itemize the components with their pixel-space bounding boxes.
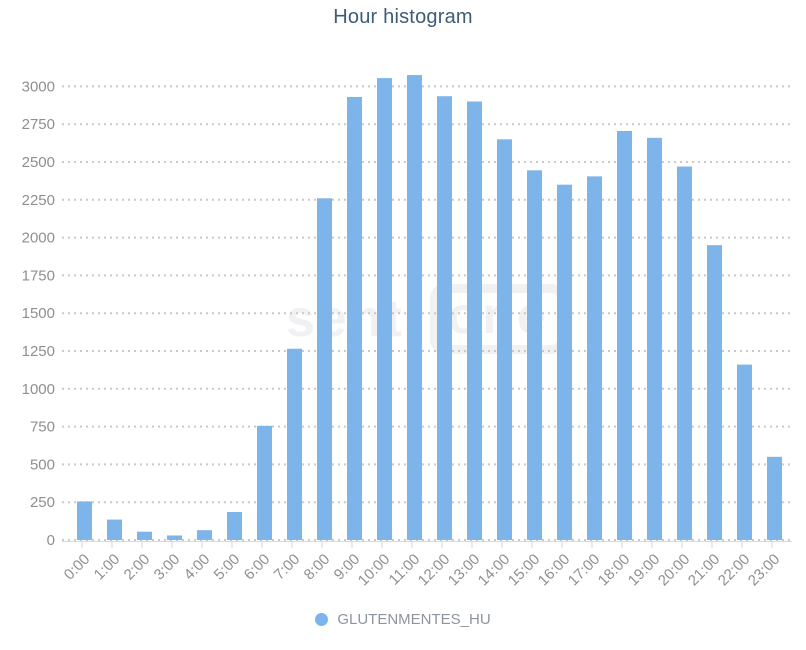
x-axis-label: 22:00 [715,551,754,590]
y-axis-label: 1750 [22,267,55,284]
y-axis-label: 2250 [22,192,55,209]
x-axis-label: 8:00 [301,551,334,584]
bar-16:00[interactable] [557,184,572,540]
x-axis-label: 7:00 [271,551,304,584]
bar-0:00[interactable] [77,501,92,540]
y-axis-label: 750 [30,419,55,436]
bar-20:00[interactable] [677,166,692,540]
x-axis-label: 12:00 [415,551,454,590]
bar-8:00[interactable] [317,198,332,540]
x-axis-label: 19:00 [625,551,664,590]
x-axis-label: 2:00 [121,551,154,584]
bar-2:00[interactable] [137,531,152,540]
y-axis-label: 1500 [22,305,55,322]
bar-15:00[interactable] [527,170,542,541]
chart-title: Hour histogram [333,6,473,28]
x-axis-label: 10:00 [355,551,394,590]
bar-12:00[interactable] [437,96,452,540]
x-axis-label: 15:00 [505,551,544,590]
y-axis-label: 1250 [22,343,55,360]
x-axis-label: 17:00 [565,551,604,590]
bar-17:00[interactable] [587,176,602,540]
x-axis-label: 21:00 [685,551,724,590]
y-axis-label: 250 [30,494,55,511]
x-axis-label: 23:00 [745,551,784,590]
legend-marker-icon [315,613,329,626]
bar-18:00[interactable] [617,131,632,540]
bar-23:00[interactable] [767,456,782,540]
bar-6:00[interactable] [257,425,272,540]
bar-5:00[interactable] [227,512,242,540]
bar-21:00[interactable] [707,245,722,540]
y-axis-label: 0 [47,532,55,549]
legend-item[interactable]: GLUTENMENTES_HU [0,611,806,628]
bar-14:00[interactable] [497,139,512,540]
bar-22:00[interactable] [737,364,752,540]
bar-10:00[interactable] [377,78,392,541]
bar-4:00[interactable] [197,530,212,540]
x-axis-label: 13:00 [445,551,484,590]
x-axis-label: 18:00 [595,551,634,590]
y-axis-label: 2500 [22,154,55,171]
bar-3:00[interactable] [167,535,182,540]
bar-13:00[interactable] [467,101,482,541]
bar-11:00[interactable] [407,75,422,540]
bar-9:00[interactable] [347,96,362,540]
x-axis-label: 20:00 [655,551,694,590]
y-axis-label: 500 [30,456,55,473]
y-axis-label: 2750 [22,116,55,133]
x-axis-label: 11:00 [386,551,424,589]
y-axis-label: 3000 [22,78,55,95]
x-axis-label: 0:00 [61,551,94,584]
y-axis-label: 2000 [22,230,55,247]
x-axis-label: 5:00 [211,551,244,584]
x-axis-label: 14:00 [475,551,514,590]
x-axis-label: 4:00 [181,551,214,584]
legend-label: GLUTENMENTES_HU [337,611,491,628]
y-axis-label: 1000 [22,381,55,398]
bar-7:00[interactable] [287,348,302,540]
x-axis-label: 1:00 [91,551,124,584]
x-axis-label: 3:00 [151,551,184,584]
x-axis-label: 16:00 [535,551,574,590]
x-axis-label: 6:00 [241,551,274,584]
bar-1:00[interactable] [107,519,122,540]
bar-19:00[interactable] [647,137,662,541]
